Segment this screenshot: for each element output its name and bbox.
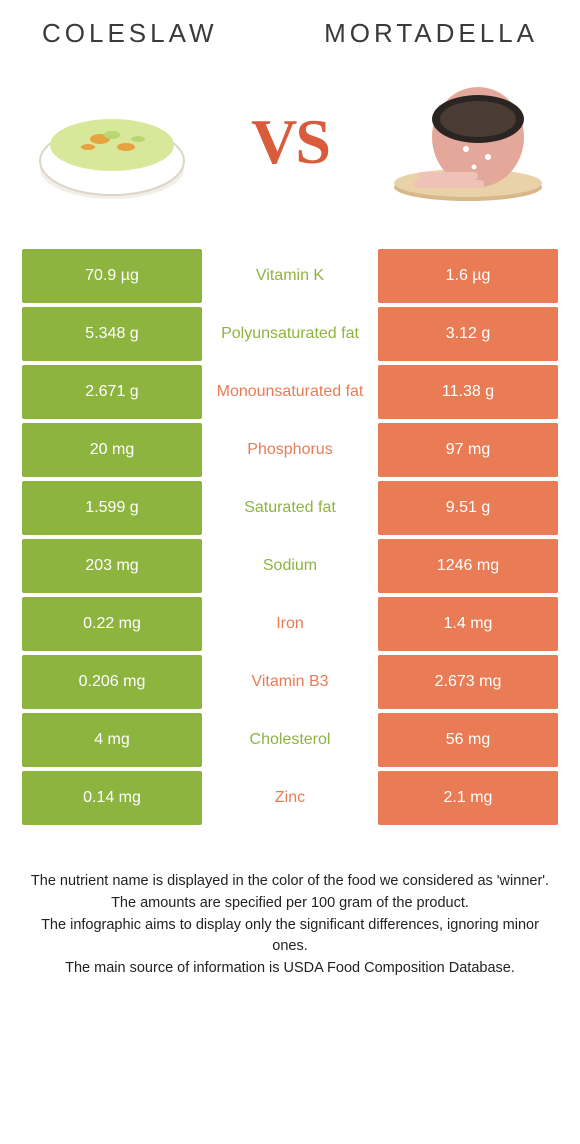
nutrient-row: 0.206 mgVitamin B32.673 mg bbox=[22, 655, 558, 709]
left-value: 0.22 mg bbox=[22, 597, 202, 651]
nutrient-name: Saturated fat bbox=[202, 481, 378, 535]
nutrient-row: 20 mgPhosphorus97 mg bbox=[22, 423, 558, 477]
footer-line: The infographic aims to display only the… bbox=[28, 915, 552, 959]
nutrient-row: 1.599 gSaturated fat9.51 g bbox=[22, 481, 558, 535]
right-food-title: Mortadella bbox=[324, 18, 538, 49]
nutrient-row: 5.348 gPolyunsaturated fat3.12 g bbox=[22, 307, 558, 361]
footer-line: The main source of information is USDA F… bbox=[28, 958, 552, 980]
left-value: 0.14 mg bbox=[22, 771, 202, 825]
footer-line: The nutrient name is displayed in the co… bbox=[28, 871, 552, 893]
nutrient-name: Vitamin B3 bbox=[202, 655, 378, 709]
nutrient-row: 70.9 µgVitamin K1.6 µg bbox=[22, 249, 558, 303]
vs-label: VS bbox=[251, 105, 329, 179]
footer-line: The amounts are specified per 100 gram o… bbox=[28, 893, 552, 915]
left-value: 70.9 µg bbox=[22, 249, 202, 303]
nutrient-name: Phosphorus bbox=[202, 423, 378, 477]
right-value: 2.1 mg bbox=[378, 771, 558, 825]
right-value: 1.6 µg bbox=[378, 249, 558, 303]
nutrient-row: 0.22 mgIron1.4 mg bbox=[22, 597, 558, 651]
left-value: 5.348 g bbox=[22, 307, 202, 361]
nutrient-table: 70.9 µgVitamin K1.6 µg5.348 gPolyunsatur… bbox=[22, 249, 558, 825]
title-row: Coleslaw Mortadella bbox=[22, 18, 558, 49]
nutrient-name: Vitamin K bbox=[202, 249, 378, 303]
footer-notes: The nutrient name is displayed in the co… bbox=[22, 871, 558, 980]
right-value: 3.12 g bbox=[378, 307, 558, 361]
left-value: 0.206 mg bbox=[22, 655, 202, 709]
nutrient-name: Monounsaturated fat bbox=[202, 365, 378, 419]
right-value: 1246 mg bbox=[378, 539, 558, 593]
nutrient-row: 4 mgCholesterol56 mg bbox=[22, 713, 558, 767]
left-value: 1.599 g bbox=[22, 481, 202, 535]
nutrient-name: Iron bbox=[202, 597, 378, 651]
images-row: VS bbox=[22, 67, 558, 217]
left-value: 2.671 g bbox=[22, 365, 202, 419]
right-value: 56 mg bbox=[378, 713, 558, 767]
mortadella-image bbox=[378, 77, 558, 207]
left-value: 203 mg bbox=[22, 539, 202, 593]
nutrient-row: 203 mgSodium1246 mg bbox=[22, 539, 558, 593]
coleslaw-image bbox=[22, 77, 202, 207]
nutrient-row: 2.671 gMonounsaturated fat11.38 g bbox=[22, 365, 558, 419]
right-value: 9.51 g bbox=[378, 481, 558, 535]
nutrient-name: Zinc bbox=[202, 771, 378, 825]
nutrient-name: Cholesterol bbox=[202, 713, 378, 767]
right-value: 11.38 g bbox=[378, 365, 558, 419]
right-value: 97 mg bbox=[378, 423, 558, 477]
nutrient-name: Polyunsaturated fat bbox=[202, 307, 378, 361]
nutrient-name: Sodium bbox=[202, 539, 378, 593]
right-value: 1.4 mg bbox=[378, 597, 558, 651]
left-value: 20 mg bbox=[22, 423, 202, 477]
nutrient-row: 0.14 mgZinc2.1 mg bbox=[22, 771, 558, 825]
right-value: 2.673 mg bbox=[378, 655, 558, 709]
left-food-title: Coleslaw bbox=[42, 18, 218, 49]
left-value: 4 mg bbox=[22, 713, 202, 767]
